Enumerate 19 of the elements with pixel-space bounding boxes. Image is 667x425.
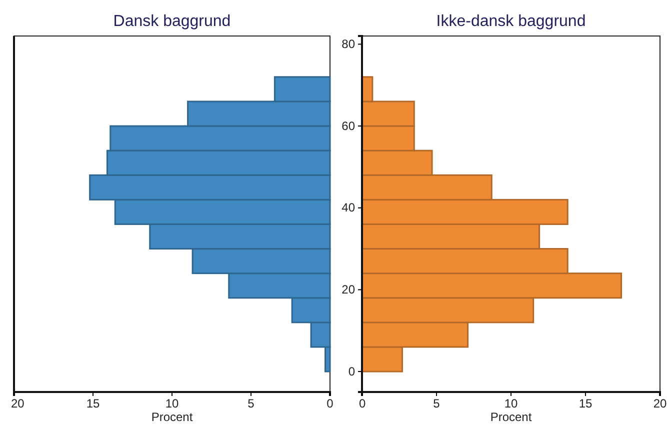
x-axis-title: Procent xyxy=(151,410,194,424)
x-tick-label: 0 xyxy=(326,396,334,411)
x-tick-label: 5 xyxy=(248,396,255,411)
y-tick-label: 0 xyxy=(348,364,356,378)
x-tick-label: 0 xyxy=(359,396,366,411)
y-tick-label: 20 xyxy=(342,282,356,297)
y-tick-label: 80 xyxy=(342,37,356,52)
x-axis-title: Procent xyxy=(490,410,532,424)
x-tick-label: 10 xyxy=(504,396,518,411)
x-tick-label: 15 xyxy=(86,396,100,411)
y-tick-label: 60 xyxy=(342,118,356,133)
x-tick-label: 20 xyxy=(653,396,667,411)
x-tick-label: 5 xyxy=(433,396,440,411)
x-tick-label: 20 xyxy=(11,396,25,411)
y-tick-label: 40 xyxy=(342,200,356,215)
chart-title: Ikke-dansk baggrund xyxy=(436,13,586,30)
x-tick-label: 15 xyxy=(578,396,592,411)
chart-title: Dansk baggrund xyxy=(113,13,231,30)
x-tick-label: 10 xyxy=(165,396,179,411)
